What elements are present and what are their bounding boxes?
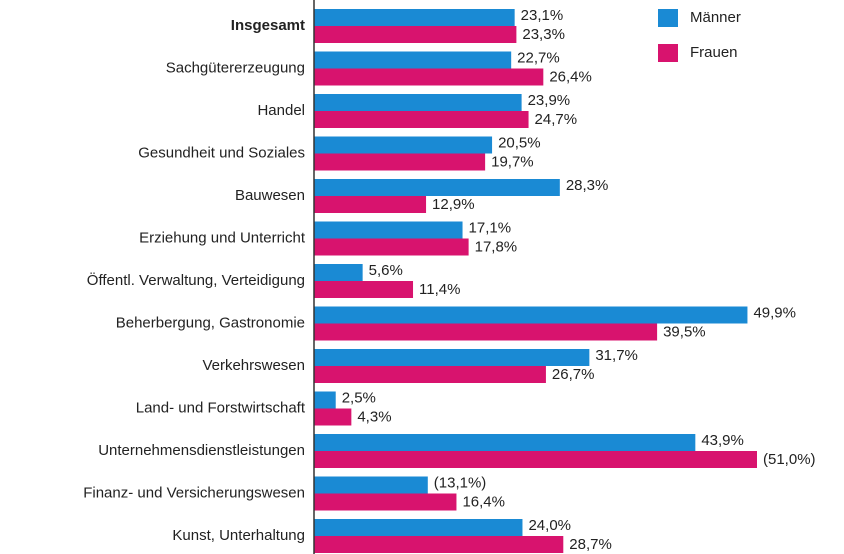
bar [314, 179, 560, 196]
bar [314, 408, 352, 426]
legend-label: Frauen [690, 44, 738, 61]
value-label: 49,9% [753, 304, 796, 321]
bar [314, 476, 428, 494]
bar [314, 196, 427, 213]
bar [314, 264, 363, 281]
bar [314, 68, 544, 86]
value-label: 28,3% [566, 177, 609, 194]
value-label: 24,7% [535, 111, 578, 128]
category-label: Handel [257, 102, 305, 119]
value-label: 22,7% [517, 49, 560, 66]
category-label: Unternehmensdienstleistungen [98, 442, 305, 459]
legend-swatch [658, 44, 678, 62]
bar [314, 306, 748, 324]
value-label: (13,1%) [434, 474, 487, 491]
bar [314, 136, 493, 154]
bar [314, 26, 517, 43]
value-label: 23,1% [521, 7, 564, 24]
legend-swatch [658, 9, 678, 27]
value-label: 12,9% [432, 196, 475, 213]
bar [314, 493, 457, 511]
bar [314, 366, 546, 383]
category-label: Öffentl. Verwaltung, Verteidigung [87, 271, 305, 289]
bar [314, 391, 336, 409]
value-label: 28,7% [569, 536, 612, 553]
value-label: 26,7% [552, 366, 595, 383]
value-label: 4,3% [357, 408, 391, 425]
value-label: 43,9% [701, 432, 744, 449]
bar [314, 9, 515, 26]
bar [314, 153, 486, 171]
bar [314, 519, 523, 536]
category-label: Kunst, Unterhaltung [172, 527, 305, 544]
category-label: Gesundheit und Soziales [138, 144, 305, 161]
value-label: 16,4% [462, 493, 505, 510]
value-label: 17,1% [469, 219, 512, 236]
value-label: 31,7% [595, 347, 638, 364]
value-label: 17,8% [475, 238, 518, 255]
value-label: 23,9% [528, 92, 571, 109]
value-label: 11,4% [419, 281, 460, 298]
value-label: (51,0%) [763, 451, 816, 468]
bar [314, 451, 757, 468]
category-label: Insgesamt [231, 17, 305, 34]
bar [314, 349, 590, 366]
value-label: 5,6% [369, 262, 403, 279]
category-label: Verkehrswesen [202, 357, 305, 374]
category-label: Sachgütererzeugung [166, 59, 305, 76]
value-label: 23,3% [522, 26, 565, 43]
legend-label: Männer [690, 9, 741, 26]
category-label: Bauwesen [235, 187, 305, 204]
bar [314, 323, 658, 341]
category-label: Finanz- und Versicherungswesen [83, 484, 305, 501]
bar [314, 536, 564, 553]
value-label: 24,0% [528, 517, 571, 534]
value-label: 39,5% [663, 323, 706, 340]
value-label: 20,5% [498, 134, 541, 151]
value-label: 2,5% [342, 389, 376, 406]
bar [314, 434, 696, 451]
category-label: Beherbergung, Gastronomie [116, 314, 305, 331]
category-label: Erziehung und Unterricht [139, 229, 306, 246]
bar [314, 281, 414, 298]
value-label: 26,4% [549, 68, 592, 85]
bar [314, 111, 529, 128]
bar [314, 221, 463, 239]
value-label: 19,7% [491, 153, 534, 170]
bar [314, 238, 469, 256]
bar [314, 94, 522, 111]
bar [314, 51, 512, 69]
category-label: Land- und Forstwirtschaft [136, 399, 306, 416]
